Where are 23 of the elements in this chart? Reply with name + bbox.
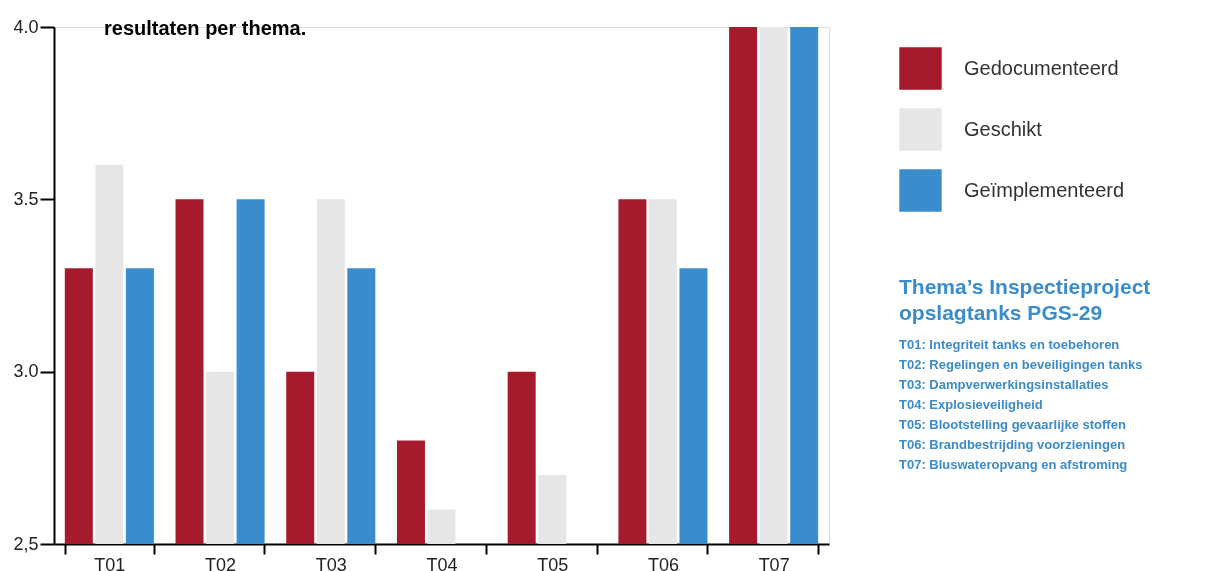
text: Thema’s Inspectieproject opslagtanks PGS-29 [899,275,1151,324]
y-tick-label: 3.5 [13,188,39,209]
text: T06: Brandbestrijding voorzieningen [899,437,1126,452]
y-tick-label: 4.0 [13,16,39,37]
x-tick-label: T05 [537,554,569,571]
text: T04: Explosieveiligheid [899,397,1043,412]
chart-title: resultaten per thema. [104,17,307,39]
x-tick-label: T02 [205,554,237,571]
legend-label: Geïmplementeerd [964,178,1125,201]
text: T03: Dampverwerkingsinstallaties [899,377,1109,392]
y-tick-label: 3.0 [13,361,39,382]
legend-label: Gedocumenteerd [964,56,1119,79]
y-tick-label: 2,5 [13,533,39,554]
legend-label: Geschikt [964,117,1043,140]
x-tick-label: T06 [647,554,679,571]
text: T02: Regelingen en beveiligingen tanks [899,357,1143,372]
text: T05: Blootstelling gevaarlijke stoffen [899,417,1126,432]
x-tick-label: T03 [315,554,347,571]
text: T07: Bluswateropvang en afstroming [899,457,1128,472]
x-tick-label: T01 [94,554,126,571]
x-tick-label: T04 [426,554,458,571]
text: T01: Integriteit tanks en toebehoren [899,337,1120,352]
x-tick-label: T07 [758,554,790,571]
